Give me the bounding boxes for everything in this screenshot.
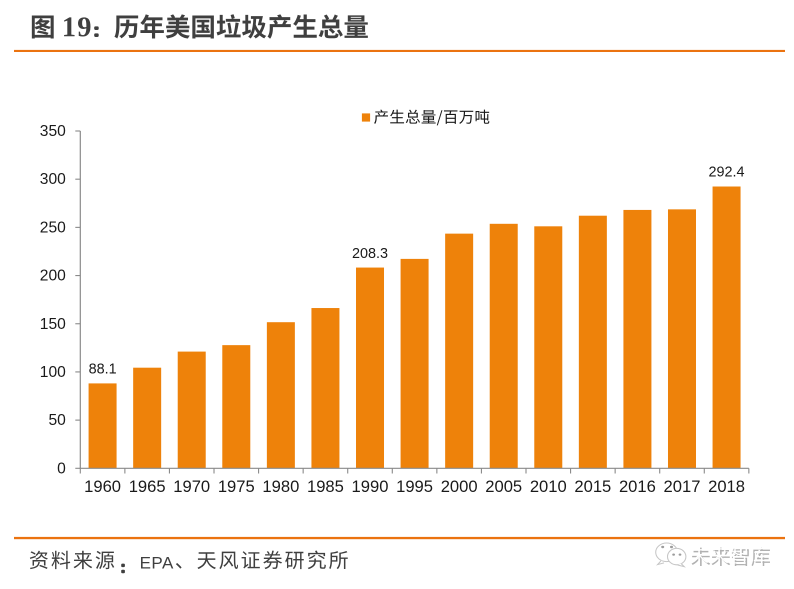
svg-text:1995: 1995 [396,477,433,496]
svg-text:2016: 2016 [619,477,656,496]
svg-text:1980: 1980 [262,477,299,496]
svg-text:1975: 1975 [218,477,255,496]
svg-text:200: 200 [40,268,66,285]
svg-text:292.4: 292.4 [709,165,745,181]
svg-text:0: 0 [57,460,66,477]
svg-text:1965: 1965 [129,477,166,496]
svg-text:150: 150 [40,316,66,333]
svg-text:208.3: 208.3 [352,246,388,262]
svg-text:2010: 2010 [530,477,567,496]
svg-text:1990: 1990 [352,477,389,496]
svg-text:300: 300 [40,171,66,188]
svg-text:100: 100 [40,364,66,381]
svg-text:88.1: 88.1 [89,362,117,378]
svg-text:1970: 1970 [173,477,210,496]
svg-text:2015: 2015 [574,477,611,496]
svg-text:EPA: EPA [140,553,174,572]
svg-text:2018: 2018 [708,477,745,496]
svg-text:1985: 1985 [307,477,344,496]
svg-text:1960: 1960 [84,477,121,496]
svg-text:2017: 2017 [664,477,701,496]
svg-text:350: 350 [40,123,66,140]
svg-text:250: 250 [40,219,66,236]
svg-text:2000: 2000 [441,477,478,496]
svg-text:2005: 2005 [485,477,522,496]
svg-text:50: 50 [48,412,66,429]
